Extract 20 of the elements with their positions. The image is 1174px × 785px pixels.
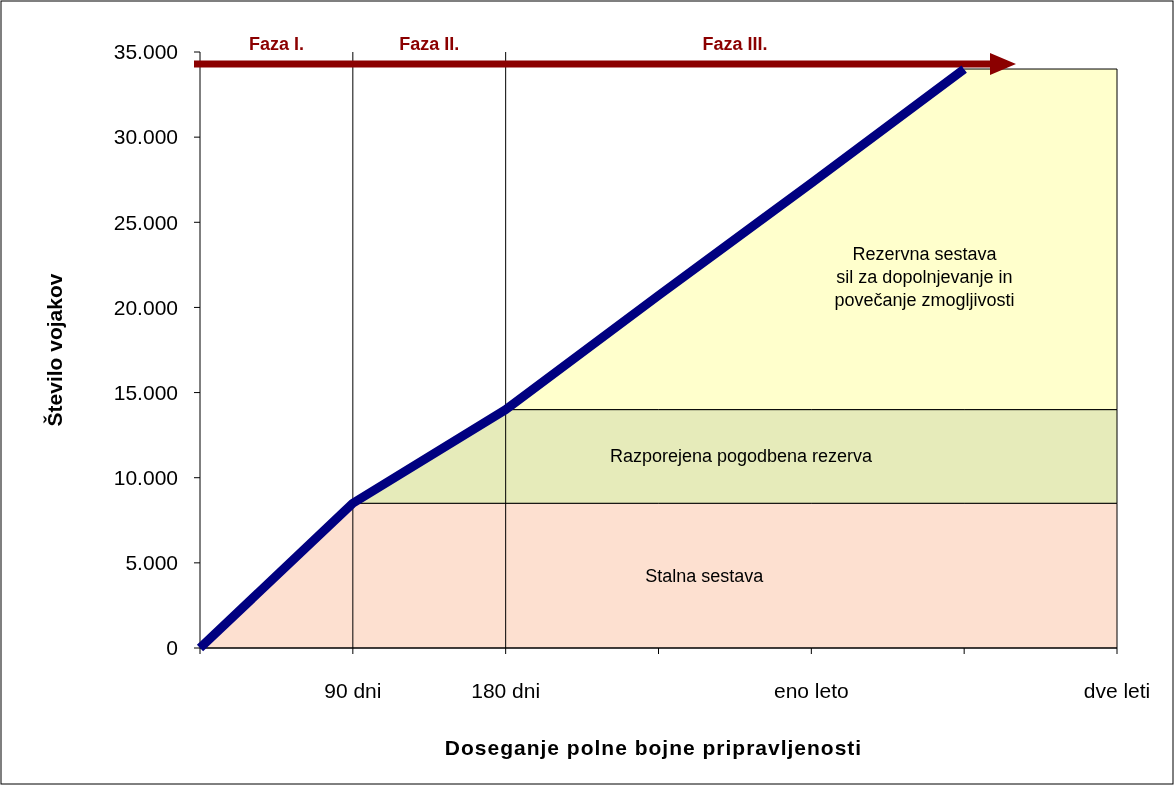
y-tick-label: 30.000 [113, 125, 178, 149]
x-tick-label: dve leti [1083, 679, 1151, 702]
series-label: Razporejena pogodbena rezerva [609, 446, 874, 467]
y-tick-label: 35.000 [113, 40, 178, 64]
y-tick-label: 15.000 [113, 380, 178, 404]
x-tick-label: 90 dni [324, 679, 382, 702]
series-label: Stalna sestava [645, 565, 765, 586]
series-label: Rezervna sestava sil za dopolnjevanje in povečanje zmogljivosti [834, 244, 1015, 311]
annotation: Faza III. [702, 34, 768, 55]
y-tick-label: 10.000 [113, 466, 178, 490]
x-tick-label: eno leto [773, 679, 849, 702]
x-axis-title: Doseganje polne bojne pripravljenosti [444, 736, 863, 759]
y-tick-label: 0 [166, 636, 178, 660]
y-tick-label: 5.000 [125, 551, 178, 575]
x-tick-label: 180 dni [471, 679, 541, 702]
y-axis-title: Število vojakov [43, 273, 66, 427]
annotation: Faza II. [399, 34, 460, 55]
y-tick-label: 20.000 [113, 295, 178, 319]
annotation: Faza I. [248, 34, 304, 55]
y-tick-label: 25.000 [113, 210, 178, 234]
